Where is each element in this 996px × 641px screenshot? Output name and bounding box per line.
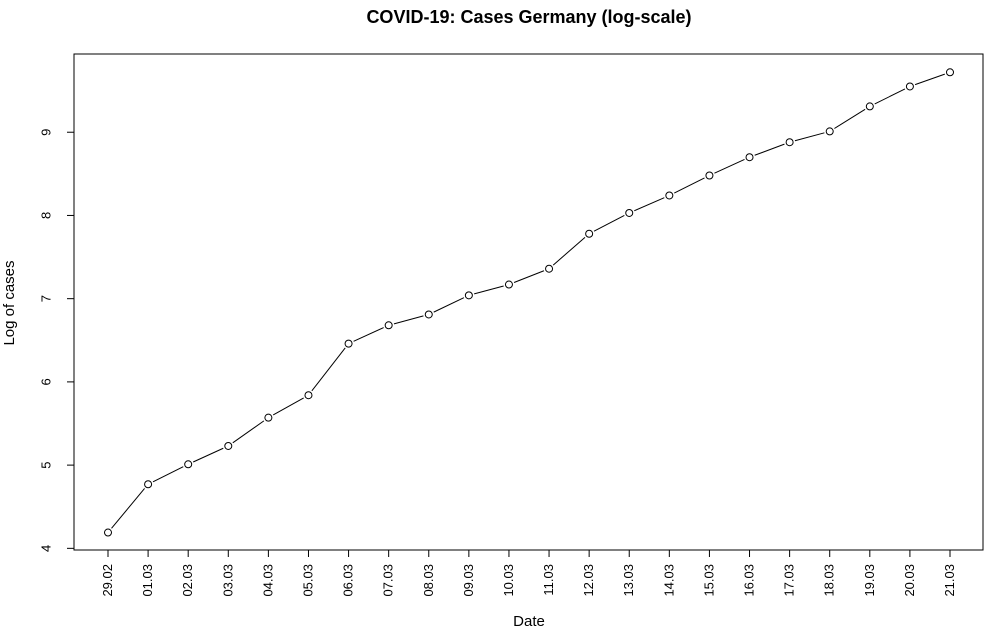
- x-tick-label: 17.03: [782, 564, 797, 597]
- series-line-segment: [192, 447, 224, 463]
- data-point: [504, 280, 513, 289]
- series-line-segment: [513, 270, 545, 283]
- series-line-segment: [552, 236, 586, 266]
- x-tick-label: 07.03: [381, 564, 396, 597]
- data-point: [545, 264, 554, 273]
- series-line-segment: [353, 327, 384, 342]
- series-line-segment: [834, 108, 866, 129]
- series-line-segment: [874, 88, 906, 105]
- x-tick-label: 15.03: [701, 564, 716, 597]
- x-tick-label: 10.03: [501, 564, 516, 597]
- y-tick-label: 5: [39, 461, 54, 468]
- series-line-segment: [593, 215, 625, 232]
- x-axis-label: Date: [513, 613, 545, 630]
- x-tick-label: 21.03: [942, 564, 957, 597]
- y-tick-label: 8: [39, 212, 54, 219]
- data-point: [424, 310, 433, 319]
- chart-title: COVID-19: Cases Germany (log-scale): [366, 7, 691, 27]
- series-line-segment: [754, 143, 785, 156]
- data-point: [705, 171, 714, 180]
- series-line-segment: [111, 488, 145, 529]
- data-point: [304, 391, 313, 400]
- data-point: [785, 138, 794, 147]
- x-tick-label: 02.03: [180, 564, 195, 597]
- x-tick-label: 01.03: [140, 564, 155, 597]
- data-point: [264, 413, 273, 422]
- data-point: [384, 321, 393, 330]
- series-line-segment: [311, 347, 346, 392]
- x-tick-label: 19.03: [862, 564, 877, 597]
- y-tick-label: 9: [39, 129, 54, 136]
- series-line-segment: [634, 197, 665, 212]
- axes-layer: 4 5 6 7 8 9 29.02 01.03 02.03 03.03 04.03 05.03 06.0…: [39, 129, 958, 597]
- series-line-segment: [393, 315, 424, 325]
- data-point: [184, 460, 193, 469]
- series-line-segment: [714, 159, 745, 174]
- data-point: [665, 191, 674, 200]
- data-point: [464, 291, 473, 300]
- x-tick-label: 20.03: [902, 564, 917, 597]
- series-line-segment: [152, 466, 184, 483]
- series-line-segment: [232, 420, 265, 444]
- data-point: [104, 528, 112, 537]
- series-line-segment: [914, 73, 945, 86]
- data-point: [625, 208, 634, 217]
- data-point: [865, 102, 874, 111]
- data-point: [344, 339, 353, 348]
- series-line-segment: [474, 285, 504, 295]
- x-tick-label: 08.03: [421, 564, 436, 597]
- x-tick-label: 05.03: [300, 564, 315, 597]
- data-layer: [104, 68, 954, 537]
- series-line-segment: [674, 177, 705, 194]
- x-tick-label: 12.03: [581, 564, 596, 597]
- y-tick-label: 6: [39, 378, 54, 385]
- data-point: [585, 229, 594, 238]
- x-tick-label: 06.03: [341, 564, 356, 597]
- y-tick-label: 4: [39, 545, 54, 552]
- x-tick-label: 04.03: [260, 564, 275, 597]
- x-tick-label: 16.03: [742, 564, 757, 597]
- data-point: [144, 480, 153, 489]
- data-point: [825, 127, 834, 136]
- x-tick-label: 11.03: [541, 564, 556, 596]
- data-point: [946, 68, 954, 77]
- x-tick-label: 18.03: [822, 564, 837, 597]
- data-point: [745, 153, 754, 162]
- series-line-segment: [794, 132, 825, 142]
- x-tick-label: 14.03: [661, 564, 676, 597]
- series-line-segment: [433, 297, 465, 313]
- x-tick-label: 03.03: [220, 564, 235, 597]
- series-line-segment: [272, 397, 304, 416]
- y-axis-label: Log of cases: [1, 260, 18, 345]
- y-tick-label: 7: [39, 295, 54, 302]
- x-tick-label: 09.03: [461, 564, 476, 597]
- plot-frame: [73, 53, 984, 551]
- data-point: [224, 441, 233, 450]
- x-tick-label: 13.03: [621, 564, 636, 597]
- data-point: [905, 82, 914, 91]
- x-tick-label: 29.02: [100, 564, 115, 597]
